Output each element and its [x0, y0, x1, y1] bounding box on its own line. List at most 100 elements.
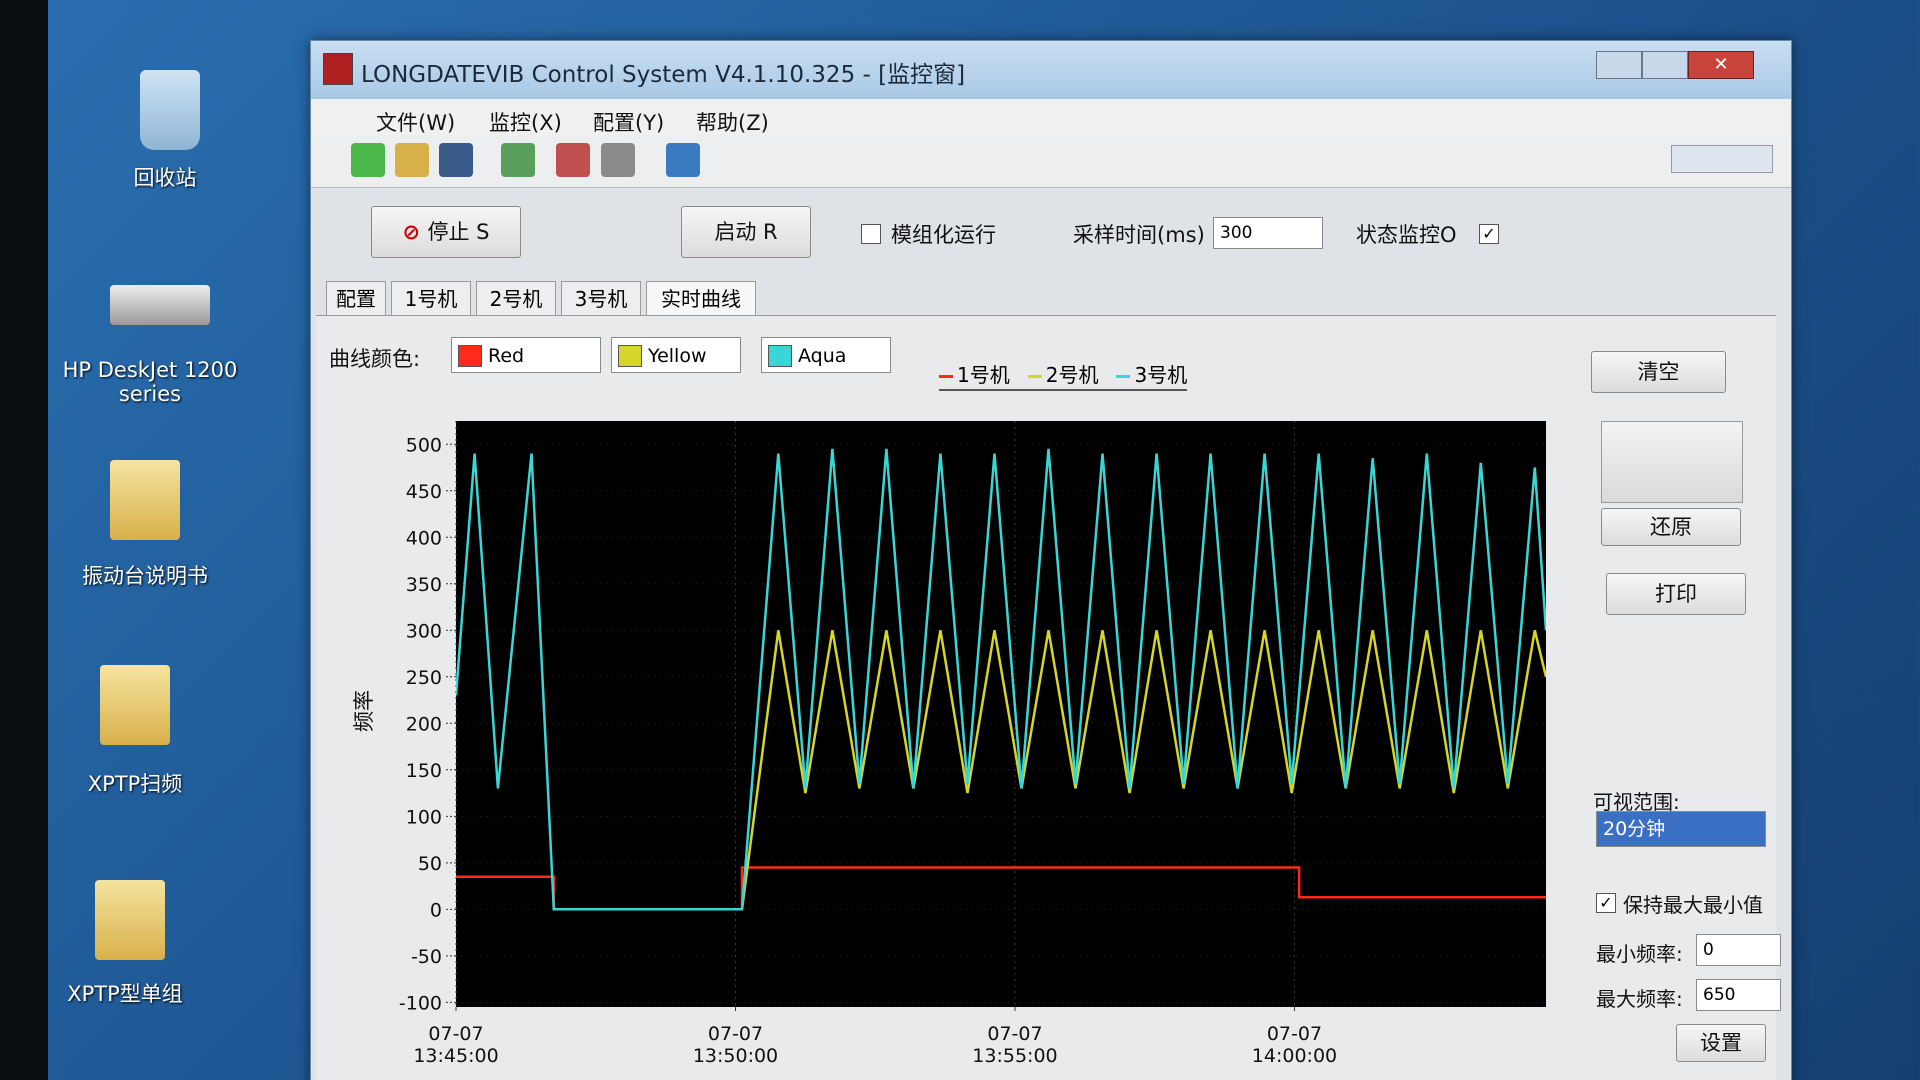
min-freq-label: 最小频率:: [1596, 942, 1683, 966]
keep-label: 保持最大最小值: [1623, 893, 1763, 917]
y-tick-label: -100: [399, 992, 442, 1011]
icon-label[interactable]: XPTP型单组: [67, 982, 183, 1006]
zoom-pan-controls[interactable]: [1601, 421, 1743, 503]
toolbar-network[interactable]: [666, 143, 700, 177]
plot-background: [456, 421, 1546, 1007]
icon-label[interactable]: 回收站: [133, 166, 197, 190]
title-bar: LONGDATEVIB Control System V4.1.10.325 -…: [311, 41, 1791, 99]
legend: 1号机 2号机 3号机: [939, 359, 1188, 391]
toolbar-devices[interactable]: [556, 143, 590, 177]
window-title: LONGDATEVIB Control System V4.1.10.325 -…: [361, 62, 966, 88]
color-swatch: [618, 345, 642, 367]
y-tick-label: 350: [406, 574, 442, 596]
modular-label: 模组化运行: [891, 223, 996, 247]
menu-item[interactable]: 帮助(Z): [696, 111, 769, 135]
monitor-checkbox[interactable]: ✓: [1479, 224, 1499, 244]
y-tick-label: 50: [418, 853, 442, 875]
range-label: 可视范围:: [1593, 790, 1680, 814]
stop-label: 停止 S: [427, 220, 490, 244]
icon-label[interactable]: HP DeskJet 1200 series: [62, 358, 238, 406]
legend-item: 3号机: [1116, 359, 1187, 389]
y-tick-label: 0: [430, 899, 442, 921]
toolbar-open[interactable]: [395, 143, 429, 177]
set-button[interactable]: 设置: [1676, 1024, 1766, 1062]
keep-checkbox[interactable]: ✓: [1596, 893, 1616, 913]
screen-edge: [0, 0, 48, 1080]
tab[interactable]: 2号机: [476, 281, 556, 315]
legend-item: 2号机: [1027, 359, 1099, 389]
y-tick-label: 450: [406, 481, 442, 503]
series-line: [740, 630, 1546, 910]
menu-bar: [311, 99, 1791, 135]
stop-button[interactable]: ⊘ 停止 S: [371, 206, 521, 258]
menu-item[interactable]: 文件(W): [376, 111, 456, 135]
legend-swatch: [939, 375, 953, 378]
folder-icon[interactable]: [100, 665, 170, 745]
legend-label: 2号机: [1045, 363, 1099, 387]
folder-icon[interactable]: [95, 880, 165, 960]
tab[interactable]: 3号机: [561, 281, 641, 315]
printer-icon[interactable]: [110, 285, 210, 325]
restore-button[interactable]: 还原: [1601, 508, 1741, 546]
icon-label[interactable]: XPTP扫频: [87, 772, 183, 796]
color-swatch: [458, 345, 482, 367]
close-button[interactable]: ✕: [1688, 51, 1754, 79]
mdi-controls[interactable]: [1671, 145, 1773, 173]
y-tick-label: 400: [406, 527, 442, 549]
combo-text: Red: [488, 345, 525, 367]
max-freq-label: 最大频率:: [1596, 987, 1683, 1011]
color-combo[interactable]: Aqua: [761, 337, 891, 373]
x-tick-label: 07-07 13:45:00: [413, 1023, 499, 1067]
menu-item[interactable]: 监控(X): [489, 111, 562, 135]
y-axis-label: 频率: [352, 690, 376, 732]
tab-active[interactable]: 实时曲线: [646, 281, 756, 315]
color-combo[interactable]: Red: [451, 337, 601, 373]
max-freq-input[interactable]: 650: [1696, 979, 1781, 1011]
toolbar-new[interactable]: [351, 143, 385, 177]
color-swatch: [768, 345, 792, 367]
sample-time-label: 采样时间(ms): [1073, 223, 1205, 247]
toolbar-config[interactable]: [601, 143, 635, 177]
icon-label[interactable]: 振动台说明书: [82, 564, 208, 588]
y-tick-label: -50: [411, 946, 442, 968]
legend-label: 3号机: [1134, 363, 1188, 387]
app-icon: [323, 53, 353, 85]
y-tick-label: 100: [406, 806, 442, 828]
folder-icon[interactable]: [110, 460, 180, 540]
x-tick-label: 07-07 13:50:00: [692, 1023, 779, 1067]
series-line: [456, 866, 1546, 911]
toolbar-refresh[interactable]: [501, 143, 535, 177]
y-tick-label: 150: [406, 760, 442, 782]
x-tick-label: 07-07 14:00:00: [1251, 1023, 1338, 1067]
clear-button[interactable]: 清空: [1591, 351, 1726, 393]
chart-area: 频率 -100 -50 0 50 100 150 200 250 300 350 400 450 500…: [331, 411, 1581, 1080]
series-line: [456, 448, 1546, 911]
min-freq-input[interactable]: 0: [1696, 934, 1781, 966]
toolbar-save[interactable]: [439, 143, 473, 177]
combo-text: Aqua: [798, 345, 847, 367]
recycle-bin-icon[interactable]: [140, 70, 200, 150]
sample-time-input[interactable]: 300: [1213, 217, 1323, 249]
combo-text: Yellow: [648, 345, 707, 367]
legend-swatch: [1116, 375, 1131, 378]
legend-item: 1号机: [939, 359, 1010, 389]
print-button[interactable]: 打印: [1606, 573, 1746, 615]
start-button[interactable]: 启动 R: [681, 206, 811, 258]
y-tick-label: 500: [406, 434, 442, 456]
minimize-button[interactable]: [1596, 51, 1642, 79]
y-tick-label: 200: [406, 713, 442, 735]
monitor-label: 状态监控O: [1356, 223, 1457, 247]
legend-swatch: [1027, 375, 1042, 378]
tab[interactable]: 1号机: [391, 281, 471, 315]
tab[interactable]: 配置: [326, 281, 386, 315]
range-combo[interactable]: 20分钟: [1596, 811, 1766, 847]
legend-label: 1号机: [957, 363, 1010, 387]
x-tick-label: 07-07 13:55:00: [972, 1023, 1058, 1067]
app-window: LONGDATEVIB Control System V4.1.10.325 -…: [310, 40, 1792, 1080]
modular-checkbox[interactable]: [861, 224, 881, 244]
y-tick-label: 300: [406, 620, 442, 642]
menu-item[interactable]: 配置(Y): [593, 111, 665, 135]
maximize-button[interactable]: [1642, 51, 1688, 79]
color-combo[interactable]: Yellow: [611, 337, 741, 373]
